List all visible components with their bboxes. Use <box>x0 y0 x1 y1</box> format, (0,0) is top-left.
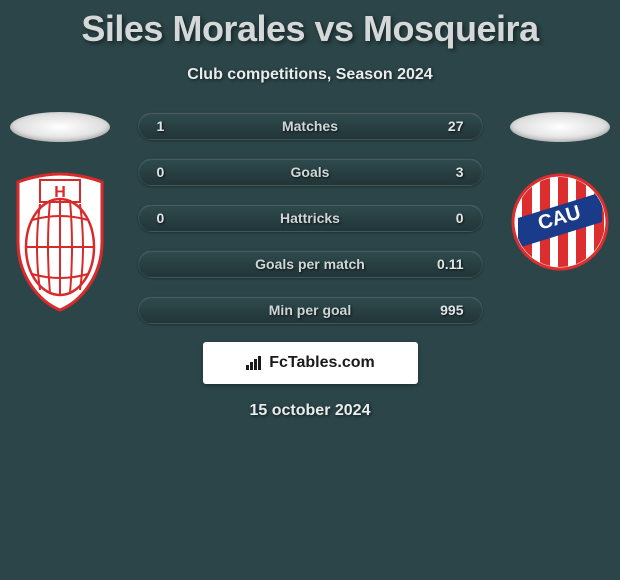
left-team-badge: H <box>10 112 110 312</box>
stat-right-value: 3 <box>424 164 464 180</box>
stat-label: Min per goal <box>269 302 351 318</box>
stat-right-value: 995 <box>424 302 464 318</box>
stat-label: Hattricks <box>280 210 340 226</box>
date-text: 15 october 2024 <box>0 402 620 420</box>
stats-table: 1 Matches 27 0 Goals 3 0 Hattricks 0 Goa… <box>138 112 483 324</box>
oval-shadow-icon <box>10 112 110 142</box>
stat-left-value: 0 <box>157 164 197 180</box>
footer-brand-logo: FcTables.com <box>203 342 418 384</box>
stat-label: Matches <box>282 118 338 134</box>
stat-left-value: 0 <box>157 210 197 226</box>
stat-left-value: 1 <box>157 118 197 134</box>
comparison-panel: H <box>0 112 620 420</box>
page-subtitle: Club competitions, Season 2024 <box>0 66 620 84</box>
stat-row: Goals per match 0.11 <box>138 250 483 278</box>
union-shield-icon: CAU <box>510 172 610 272</box>
oval-shadow-icon <box>510 112 610 142</box>
page-title: Siles Morales vs Mosqueira <box>0 0 620 50</box>
stat-label: Goals per match <box>255 256 365 272</box>
stat-row: 0 Goals 3 <box>138 158 483 186</box>
stat-label: Goals <box>291 164 330 180</box>
stat-right-value: 0.11 <box>424 256 464 272</box>
right-team-badge: CAU <box>510 112 610 272</box>
stat-row: 0 Hattricks 0 <box>138 204 483 232</box>
stat-row: 1 Matches 27 <box>138 112 483 140</box>
stat-right-value: 0 <box>424 210 464 226</box>
huracan-shield-icon: H <box>10 172 110 312</box>
stat-right-value: 27 <box>424 118 464 134</box>
bar-chart-icon <box>245 355 265 371</box>
footer-brand-text: FcTables.com <box>245 354 375 372</box>
stat-row: Min per goal 995 <box>138 296 483 324</box>
